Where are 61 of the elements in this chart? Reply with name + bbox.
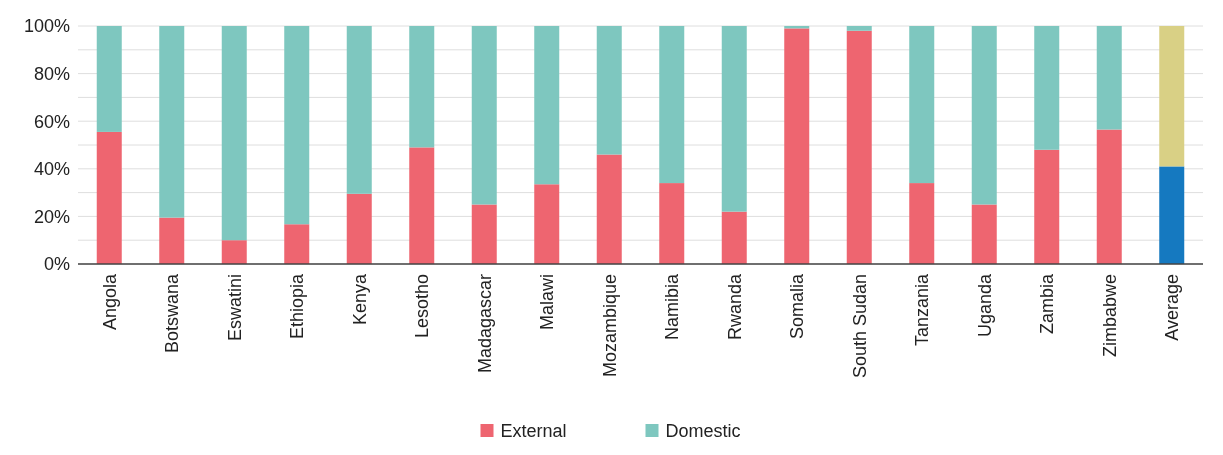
bar: [534, 184, 560, 264]
x-tick-label: Ethiopia: [287, 273, 308, 340]
bar: [1159, 166, 1185, 264]
x-tick-label: Madagascar: [474, 274, 495, 374]
x-tick-label: Zambia: [1037, 273, 1058, 335]
y-tick-label: 0%: [43, 254, 70, 275]
bar: [159, 217, 185, 264]
bar: [471, 204, 497, 264]
bar: [284, 224, 310, 264]
x-tick-label: Somalia: [787, 273, 808, 340]
bar: [159, 26, 185, 218]
y-tick-label: 60%: [33, 111, 70, 132]
y-tick-label: 20%: [33, 206, 70, 227]
x-tick-label: Tanzania: [912, 273, 933, 347]
bar: [971, 26, 997, 205]
x-tick-label: Botswana: [162, 273, 183, 354]
bar: [409, 147, 435, 264]
x-tick-label: Malawi: [537, 274, 558, 331]
bar: [221, 240, 247, 264]
bar: [1034, 26, 1060, 150]
bar: [721, 26, 747, 212]
bar: [846, 30, 872, 264]
x-tick-label: Eswatini: [224, 274, 245, 342]
bar: [221, 26, 247, 241]
x-tick-label: South Sudan: [849, 274, 870, 379]
bar: [909, 183, 935, 264]
y-tick-label: 80%: [33, 63, 70, 84]
legend-label: External: [500, 421, 567, 442]
bar: [96, 26, 122, 132]
bar: [284, 26, 310, 225]
bar: [1159, 26, 1185, 167]
bar: [346, 26, 372, 194]
x-tick-label: Rwanda: [724, 273, 745, 341]
x-tick-label: Zimbabwe: [1099, 274, 1120, 358]
bar: [1096, 26, 1122, 130]
x-tick-label: Namibia: [662, 273, 683, 341]
bar: [659, 183, 685, 264]
bar: [846, 26, 872, 31]
x-tick-label: Lesotho: [412, 274, 433, 339]
bar: [534, 26, 560, 185]
bar: [596, 154, 622, 264]
x-tick-label: Mozambique: [599, 274, 620, 378]
y-tick-label: 40%: [33, 159, 70, 180]
bar: [721, 211, 747, 264]
x-tick-label: Uganda: [974, 273, 995, 338]
bar: [96, 131, 122, 264]
bar: [909, 26, 935, 184]
x-tick-label: Average: [1162, 274, 1183, 341]
bar: [346, 193, 372, 264]
bar: [596, 26, 622, 155]
x-tick-label: Angola: [99, 273, 120, 331]
bar: [409, 26, 435, 148]
legend-label: Domestic: [665, 421, 741, 442]
x-tick-label: Kenya: [349, 273, 370, 326]
bar: [784, 28, 810, 264]
y-tick-label: 100%: [23, 16, 70, 37]
bar: [1096, 129, 1122, 264]
bar: [971, 204, 997, 264]
bar: [659, 26, 685, 184]
bar: [471, 26, 497, 205]
bar: [1034, 149, 1060, 264]
